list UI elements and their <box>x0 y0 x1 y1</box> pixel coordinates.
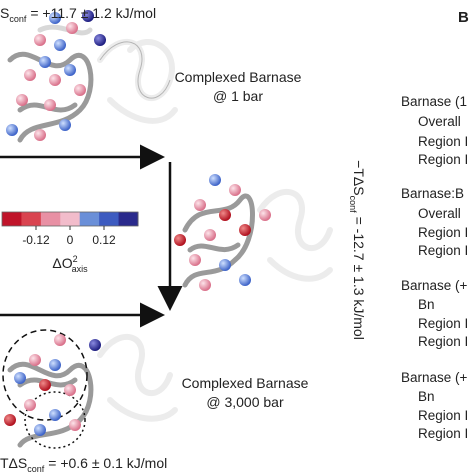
state-label: @ 1 bar <box>213 88 263 104</box>
list-item: Region I <box>418 225 468 240</box>
symbol: TΔS <box>0 455 27 471</box>
colorbar-segment <box>99 212 120 226</box>
value: = +0.6 ± 0.1 kJ/mol <box>48 455 167 471</box>
colorbar-segment <box>79 212 100 226</box>
colorbar-label: ΔO2 axis <box>52 254 88 274</box>
list-item: Region I <box>418 243 468 258</box>
list-item: Region I <box>418 316 468 331</box>
superscript: 2 <box>73 254 78 264</box>
group-heading: Barnase:B <box>401 186 464 201</box>
list-item: Region I <box>418 408 468 423</box>
colorbar-segment <box>21 212 42 226</box>
group-heading: Barnase (+ <box>401 370 468 385</box>
energy-label: −TΔSconf = -12.7 ± 1.3 kJ/mol <box>348 160 367 340</box>
colorbar-segment <box>118 212 139 226</box>
subscript: axis <box>72 264 89 274</box>
panel-b-list: Barnase (1 Overall Region I Region I Barnase… <box>401 94 468 441</box>
list-item: Overall <box>418 114 461 129</box>
list-item: Region I <box>418 334 468 349</box>
protein-structure-top <box>6 10 178 143</box>
list-item: Bn <box>418 297 435 312</box>
energy-label: TΔSconf = +0.6 ± 0.1 kJ/mol <box>0 455 167 474</box>
panel-label: B <box>458 9 469 26</box>
list-item: Region I <box>418 134 468 149</box>
symbol: −TΔS <box>351 160 367 195</box>
list-item: Overall <box>418 206 461 221</box>
list-item: Bn <box>418 389 435 404</box>
colorbar-segment <box>40 212 61 226</box>
subscript: conf <box>9 14 27 24</box>
energy-label: Sconf = +11.7 ± 1.2 kJ/mol <box>0 5 156 24</box>
list-item: Region I <box>418 152 468 167</box>
protein-structure-middle <box>174 174 333 291</box>
state-label: @ 3,000 bar <box>206 394 284 410</box>
list-item: Region I <box>418 426 468 441</box>
colorbar-tick-label: -0.12 <box>22 233 50 247</box>
value: = +11.7 ± 1.2 kJ/mol <box>30 5 156 21</box>
state-label: Complexed Barnase <box>175 69 302 85</box>
protein-structure-bottom <box>2 329 178 449</box>
subscript: conf <box>27 464 45 474</box>
symbol: S <box>0 5 9 21</box>
subscript: conf <box>348 196 358 214</box>
colorbar: -0.12 0 0.12 <box>1 211 139 247</box>
arrows <box>0 144 183 328</box>
state-label: Complexed Barnase <box>182 375 309 391</box>
colorbar-segment <box>2 212 22 226</box>
colorbar-tick-label: 0.12 <box>92 233 116 247</box>
group-heading: Barnase (1 <box>401 94 467 109</box>
colorbar-tick-label: 0 <box>67 233 74 247</box>
group-heading: Barnase (+ <box>401 278 468 293</box>
colorbar-segment <box>60 212 81 226</box>
value: = -12.7 ± 1.3 kJ/mol <box>351 217 367 340</box>
symbol: ΔO <box>52 255 72 271</box>
